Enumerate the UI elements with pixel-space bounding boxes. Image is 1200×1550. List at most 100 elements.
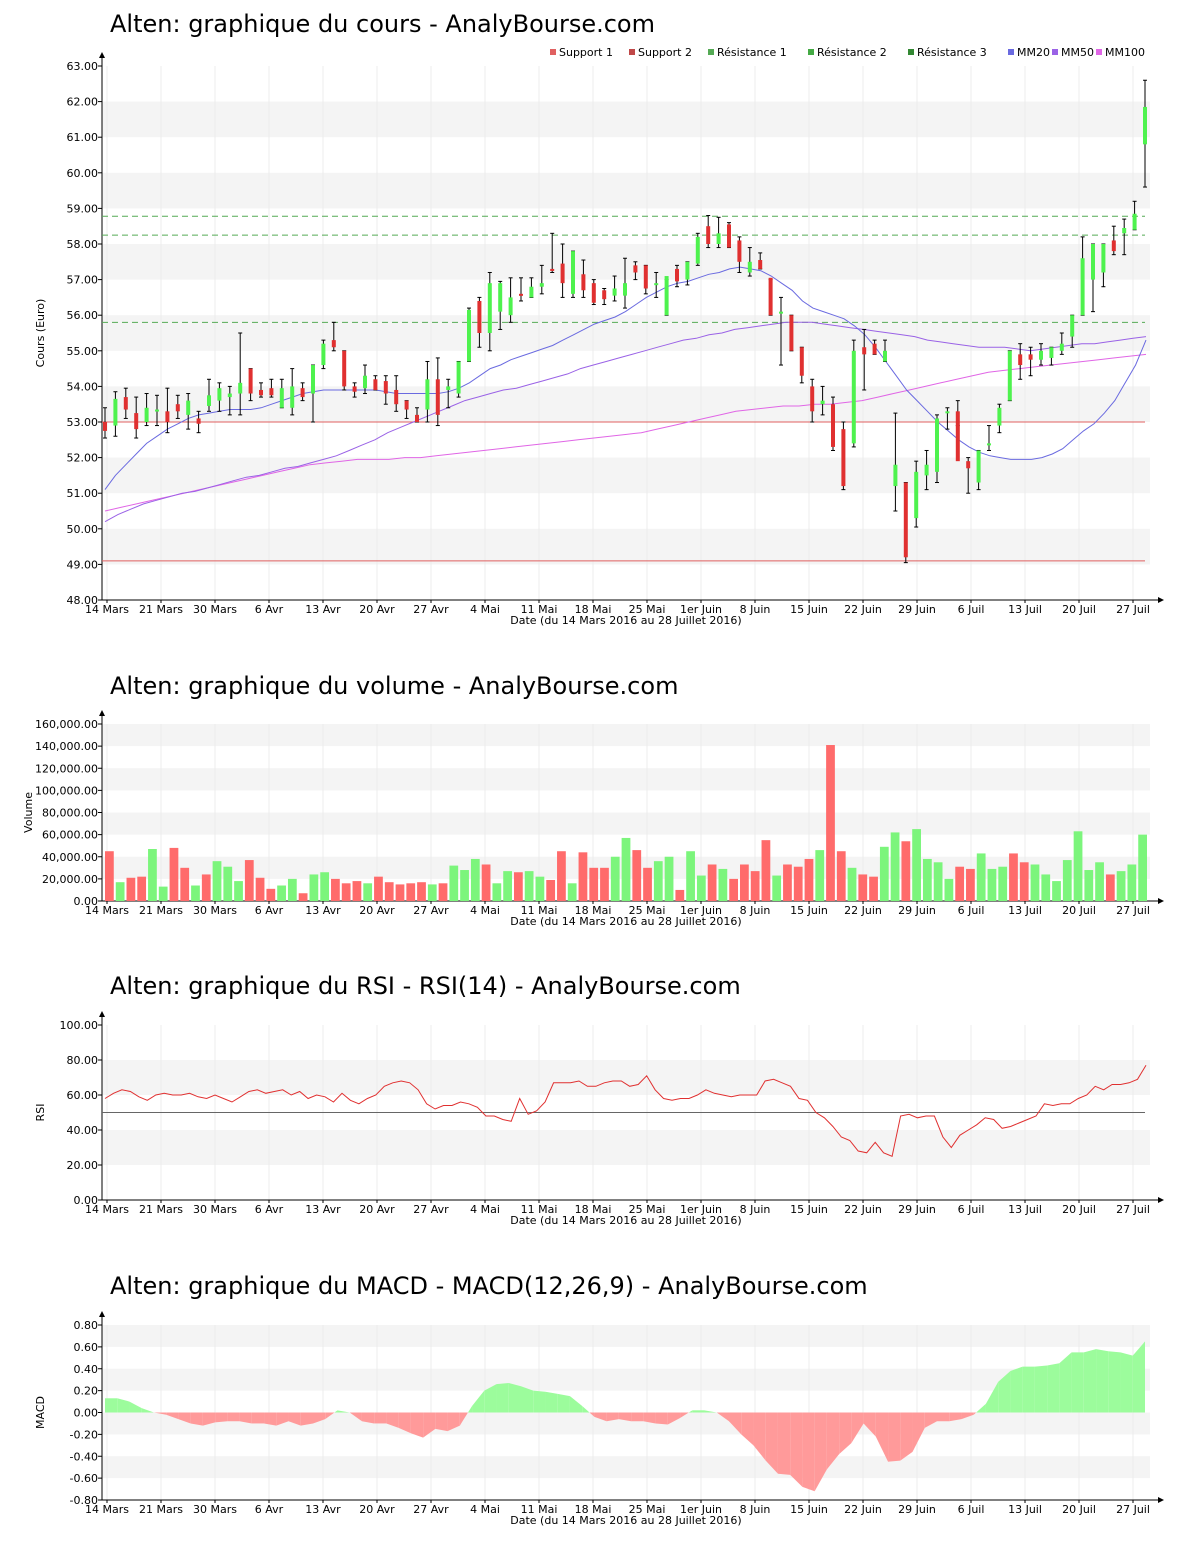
candle-body [706, 226, 711, 244]
candle-body [747, 261, 752, 273]
volume-y-tick-label: 100,000.00 [35, 784, 98, 797]
volume-x-tick-label: 15 Juin [790, 904, 828, 917]
volume-bar [137, 876, 147, 901]
rsi-x-tick-label: 11 Mai [521, 1203, 558, 1216]
volume-bar [998, 866, 1008, 901]
volume-bar [320, 872, 330, 901]
candle-body [1018, 354, 1023, 366]
macd-y-axis-label: MACD [34, 1396, 47, 1429]
rsi-x-tick-label: 4 Mai [470, 1203, 500, 1216]
macd-area-negative [814, 1412, 827, 1492]
price-x-tick-label: 6 Avr [255, 603, 284, 616]
candle-body [383, 381, 388, 394]
candle-body [862, 347, 867, 355]
candle-body [467, 309, 471, 362]
volume-bar [309, 874, 319, 901]
macd-area-positive [1047, 1363, 1060, 1413]
volume-bar [460, 870, 469, 901]
volume-x-tick-label: 30 Mars [193, 904, 237, 917]
volume-grid-band [102, 724, 1150, 747]
macd-area-negative [973, 1412, 977, 1415]
volume-bar [374, 876, 383, 901]
rsi-y-axis-label: RSI [34, 1104, 47, 1122]
candle-body [279, 388, 284, 408]
macd-grid-band [102, 1456, 1150, 1479]
rsi-line [104, 1065, 1147, 1157]
macd-y-tick-label: -0.20 [70, 1428, 98, 1441]
macd-area-negative [251, 1412, 265, 1424]
macd-area-negative [239, 1412, 252, 1424]
candle-body [113, 398, 118, 426]
price-x-axis-arrow [1158, 597, 1164, 603]
rsi-grid-band [102, 1130, 1150, 1165]
macd-area-positive [569, 1396, 583, 1413]
volume-bar [255, 877, 265, 901]
legend-entry: Support 2 [638, 46, 692, 59]
volume-x-tick-label: 27 Juil [1116, 904, 1150, 917]
volume-y-tick-label: 60,000.00 [42, 829, 98, 842]
rsi-y-tick-label: 0.00 [74, 1194, 99, 1207]
macd-x-tick-label: 29 Juin [898, 1503, 936, 1516]
candle-body [997, 407, 1002, 426]
candle-body [987, 443, 991, 446]
price-x-tick-label: 13 Avr [305, 603, 341, 616]
macd-x-tick-label: 22 Juin [844, 1503, 882, 1516]
volume-bar [395, 884, 405, 901]
rsi-x-tick-label: 14 Mars [85, 1203, 129, 1216]
macd-x-tick-label: 8 Juin [740, 1503, 771, 1516]
price-y-tick-label: 55.00 [67, 345, 99, 358]
volume-bar [244, 860, 254, 901]
price-y-tick-label: 52.00 [67, 452, 99, 465]
candle-body [404, 400, 409, 410]
candle-body [446, 386, 451, 390]
macd-area-negative [178, 1412, 191, 1424]
price-y-tick-label: 60.00 [67, 167, 99, 180]
volume-bar [912, 829, 921, 901]
volume-bar [234, 881, 243, 901]
volume-x-tick-label: 11 Mai [521, 904, 558, 917]
volume-bar [901, 841, 911, 901]
price-y-tick-label: 62.00 [67, 96, 99, 109]
volume-bar [1062, 860, 1072, 901]
macd-x-tick-label: 6 Juil [958, 1503, 985, 1516]
volume-bar [287, 878, 297, 901]
volume-y-tick-label: 80,000.00 [42, 807, 98, 820]
candle-body [602, 290, 607, 300]
macd-x-tick-label: 1er Juin [680, 1503, 722, 1516]
candle-body [1143, 106, 1147, 145]
candle-body [1070, 315, 1075, 337]
volume-bar [589, 867, 599, 901]
price-grid-band [102, 244, 1150, 280]
rsi-y-tick-label: 80.00 [67, 1054, 99, 1067]
price-x-tick-label: 21 Mars [139, 603, 183, 616]
price-x-tick-label: 15 Juin [790, 603, 828, 616]
candle-body [259, 389, 263, 396]
volume-chart-title: Alten: graphique du volume - AnalyBourse… [110, 672, 679, 700]
volume-x-tick-label: 27 Avr [413, 904, 449, 917]
candle-body [498, 283, 503, 312]
candle-body [186, 400, 191, 415]
macd-area-positive [582, 1405, 590, 1413]
legend-swatch [629, 49, 635, 55]
rsi-x-tick-label: 1er Juin [680, 1203, 722, 1216]
price-chart-panel: Alten: graphique du cours - AnalyBourse.… [0, 0, 1200, 640]
volume-bar [836, 851, 846, 901]
candle-body [883, 350, 887, 362]
candle-body [487, 283, 492, 333]
macd-area-positive [557, 1393, 570, 1413]
price-x-tick-label: 27 Juil [1116, 603, 1150, 616]
volume-bar [826, 745, 835, 901]
volume-bar [1073, 831, 1083, 901]
macd-area-negative [643, 1412, 656, 1424]
candle-body [820, 400, 825, 405]
macd-area-negative [667, 1412, 681, 1425]
macd-area-negative [618, 1412, 632, 1422]
candle-body [789, 315, 794, 351]
candle-body [103, 422, 107, 431]
volume-bar [987, 868, 997, 901]
macd-area-positive [1022, 1366, 1035, 1413]
macd-area-negative [386, 1412, 399, 1428]
macd-x-tick-label: 30 Mars [193, 1503, 237, 1516]
volume-bar [1052, 881, 1061, 901]
volume-bar [191, 885, 200, 901]
